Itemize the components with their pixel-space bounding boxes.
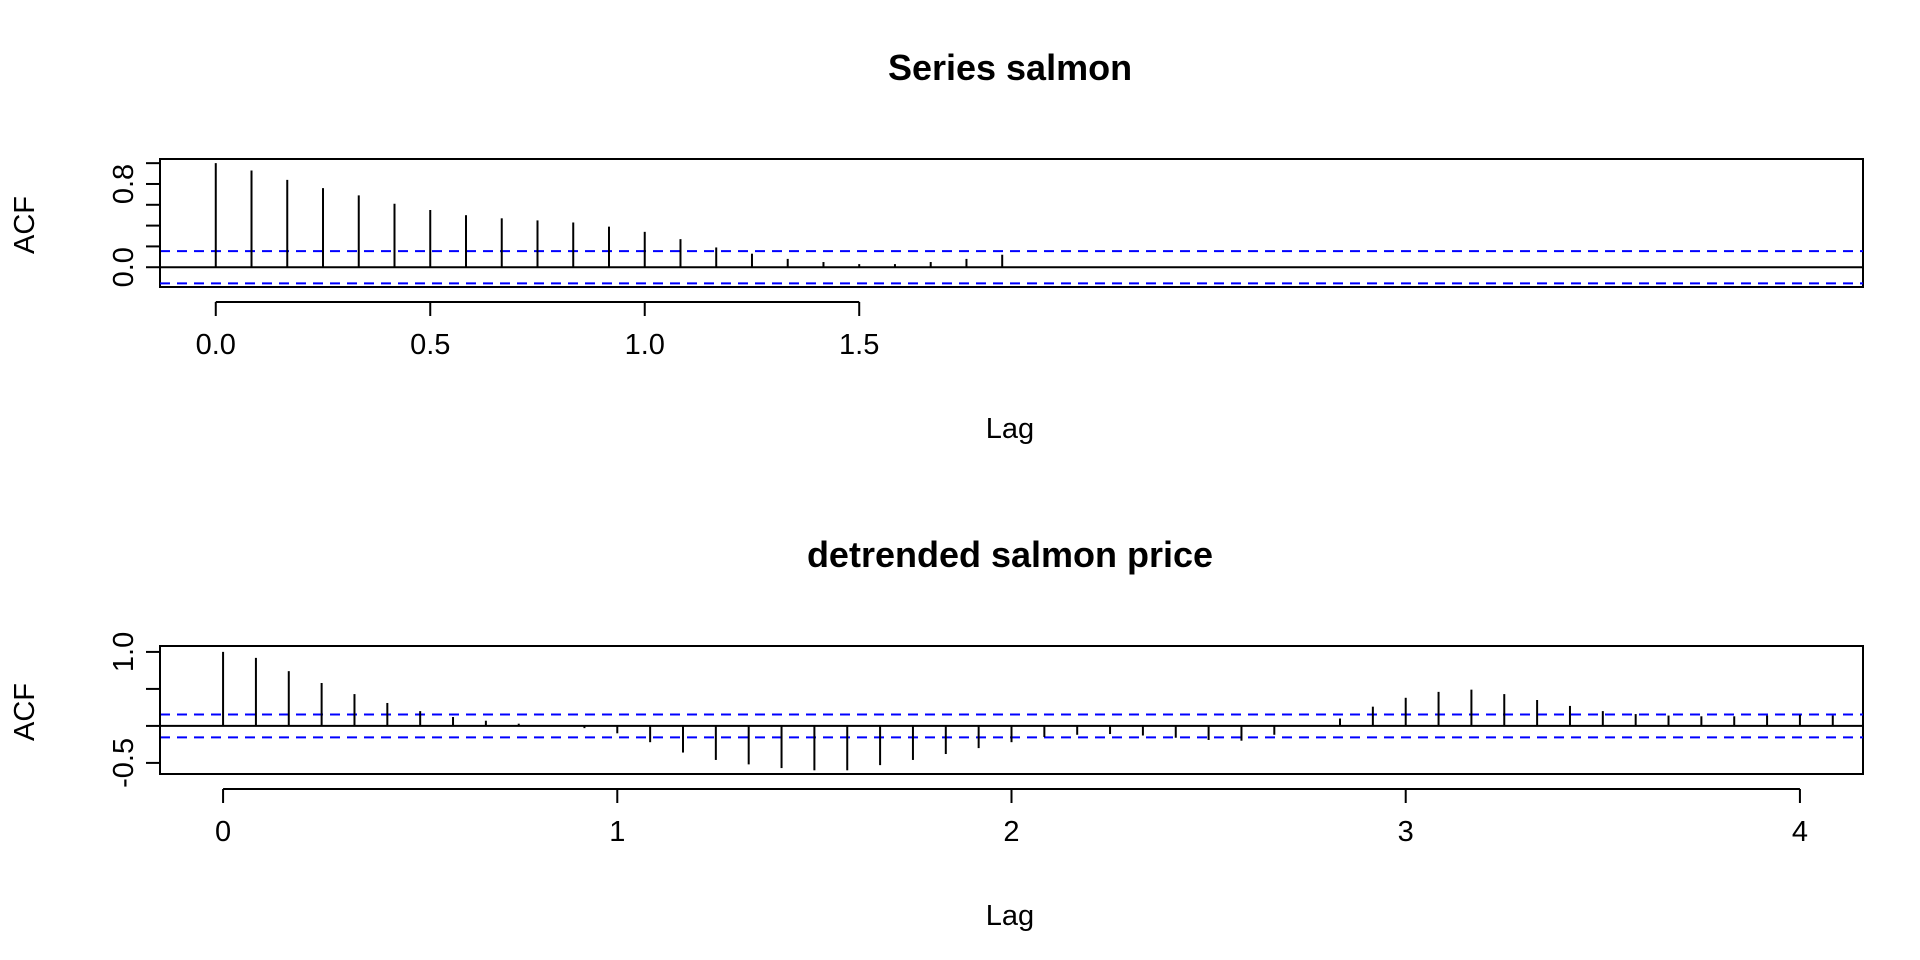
chart-title: Series salmon [888, 47, 1132, 88]
x-axis-label: Lag [986, 900, 1034, 932]
y-tick-label: 1.0 [108, 632, 140, 672]
x-tick-label: 1 [609, 816, 625, 848]
y-tick-label: 0.0 [108, 247, 140, 287]
x-tick-label: 0 [215, 816, 231, 848]
acf-panel-salmon: Series salmon Lag ACF 0.0 0.5 1.0 1.5 0.0 0.8 [9, 47, 1864, 445]
y-axis-label: ACF [9, 683, 41, 741]
x-tick-label: 1.0 [625, 329, 665, 361]
plot-frame [159, 645, 1864, 775]
x-tick-label: 0.0 [196, 329, 236, 361]
y-axis-label: ACF [9, 196, 41, 254]
y-tick-label: -0.5 [108, 738, 140, 788]
x-tick-label: 0.5 [410, 329, 450, 361]
x-tick-label: 4 [1792, 816, 1808, 848]
x-axis-label: Lag [986, 413, 1034, 445]
y-tick-label: 0.8 [108, 164, 140, 204]
x-tick-label: 3 [1398, 816, 1414, 848]
chart-title: detrended salmon price [807, 534, 1213, 575]
acf-panel-detrended: detrended salmon price Lag ACF 0 1 2 3 4 -0.5… [9, 534, 1864, 932]
x-tick-label: 1.5 [839, 329, 879, 361]
x-tick-label: 2 [1003, 816, 1019, 848]
